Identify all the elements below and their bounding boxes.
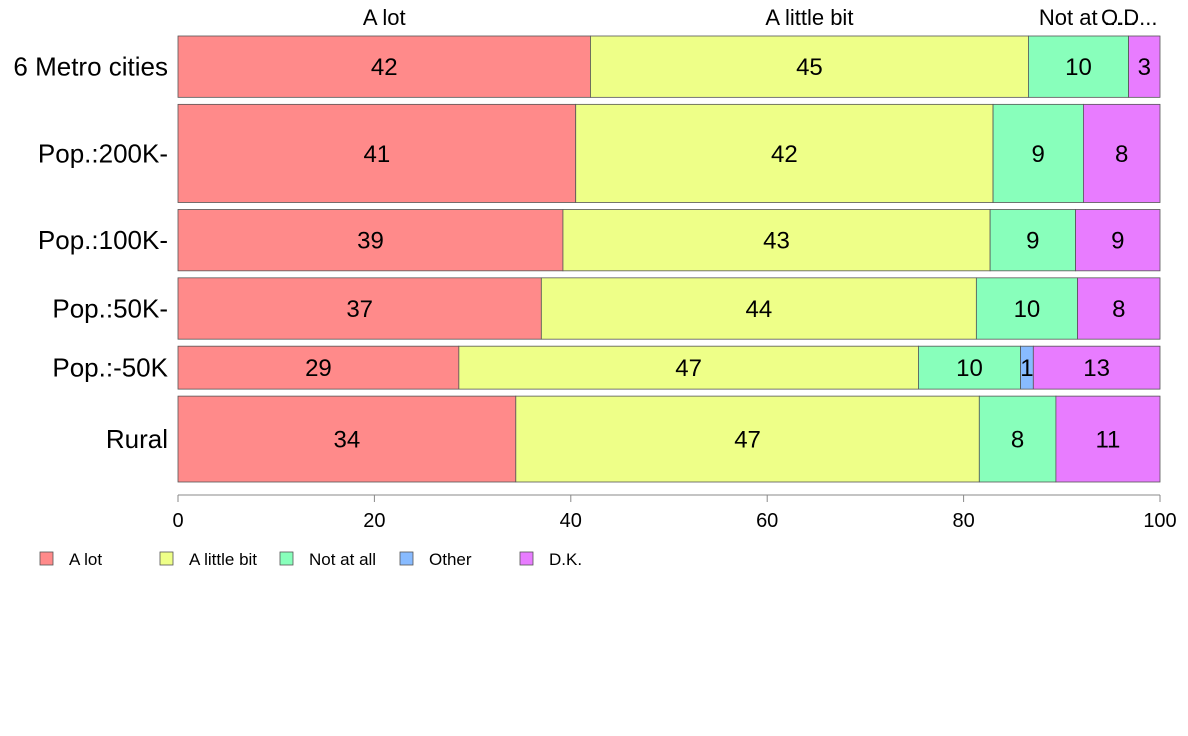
legend-label: A little bit — [189, 550, 257, 569]
legend-label: Other — [429, 550, 472, 569]
top-column-label: O... — [1101, 5, 1136, 30]
bar-segment — [540, 277, 977, 340]
data-label: 1 — [1020, 355, 1033, 382]
bar-segment — [1077, 277, 1161, 340]
legend-label: D.K. — [549, 550, 582, 569]
data-label: 8 — [1115, 141, 1128, 168]
x-tick-label: 60 — [756, 510, 778, 532]
data-label: 39 — [357, 228, 384, 255]
bar-segment — [458, 345, 919, 390]
bar-segment — [515, 395, 980, 483]
category-label: Pop.:-50K — [52, 353, 168, 383]
top-column-label: A lot — [363, 5, 406, 30]
data-label: 29 — [305, 355, 332, 382]
bar-segment — [1083, 103, 1161, 203]
category-label: Rural — [106, 424, 168, 454]
bar-segment — [177, 103, 577, 203]
data-label: 3 — [1138, 54, 1151, 81]
data-label: 10 — [956, 355, 983, 382]
data-label: 10 — [1065, 54, 1092, 81]
legend-label: Not at all — [309, 550, 376, 569]
bar-segment — [1055, 395, 1161, 483]
data-label: 44 — [746, 296, 773, 323]
bar-segment — [989, 209, 1076, 272]
top-column-label: A little bit — [765, 5, 853, 30]
data-label: 42 — [371, 54, 398, 81]
top-column-label: D... — [1123, 5, 1157, 30]
data-label: 9 — [1032, 141, 1045, 168]
bar-segment — [177, 395, 517, 483]
category-label: 6 Metro cities — [13, 52, 168, 82]
legend-swatch — [399, 551, 414, 566]
top-column-label: Not at ... — [1039, 5, 1122, 30]
bar-segment — [1032, 345, 1161, 390]
data-label: 37 — [346, 296, 373, 323]
legend-swatch — [279, 551, 294, 566]
category-label: Pop.:50K- — [52, 294, 168, 324]
data-label: 41 — [364, 141, 391, 168]
bar-segment — [562, 209, 991, 272]
data-label: 10 — [1014, 296, 1041, 323]
data-label: 42 — [771, 141, 798, 168]
bar-segment — [177, 35, 591, 98]
data-label: 13 — [1083, 355, 1110, 382]
x-tick-label: 80 — [952, 510, 974, 532]
data-label: 34 — [334, 427, 361, 454]
bar-segment — [1075, 209, 1161, 272]
bar-segment — [575, 103, 994, 203]
data-label: 9 — [1026, 228, 1039, 255]
legend-swatch — [39, 551, 54, 566]
bar-segment — [992, 103, 1084, 203]
data-label: 11 — [1095, 427, 1120, 454]
bar-segment — [978, 395, 1057, 483]
legend-swatch — [519, 551, 534, 566]
bar-segment — [177, 277, 542, 340]
bar-segment — [177, 345, 460, 390]
data-label: 8 — [1011, 427, 1024, 454]
x-tick-label: 40 — [560, 510, 582, 532]
bar-segment — [1128, 35, 1161, 98]
category-label: Pop.:200K- — [38, 138, 168, 168]
data-label: 47 — [675, 355, 702, 382]
x-tick-label: 100 — [1143, 510, 1176, 532]
legend-swatch — [159, 551, 174, 566]
data-label: 9 — [1111, 228, 1124, 255]
legend-label: A lot — [69, 550, 102, 569]
bar-segment — [177, 209, 564, 272]
category-label: Pop.:100K- — [38, 225, 168, 255]
data-label: 43 — [763, 228, 790, 255]
x-tick-label: 20 — [363, 510, 385, 532]
data-label: 8 — [1112, 296, 1125, 323]
x-tick-label: 0 — [172, 510, 183, 532]
data-label: 47 — [734, 427, 761, 454]
data-label: 45 — [796, 54, 823, 81]
